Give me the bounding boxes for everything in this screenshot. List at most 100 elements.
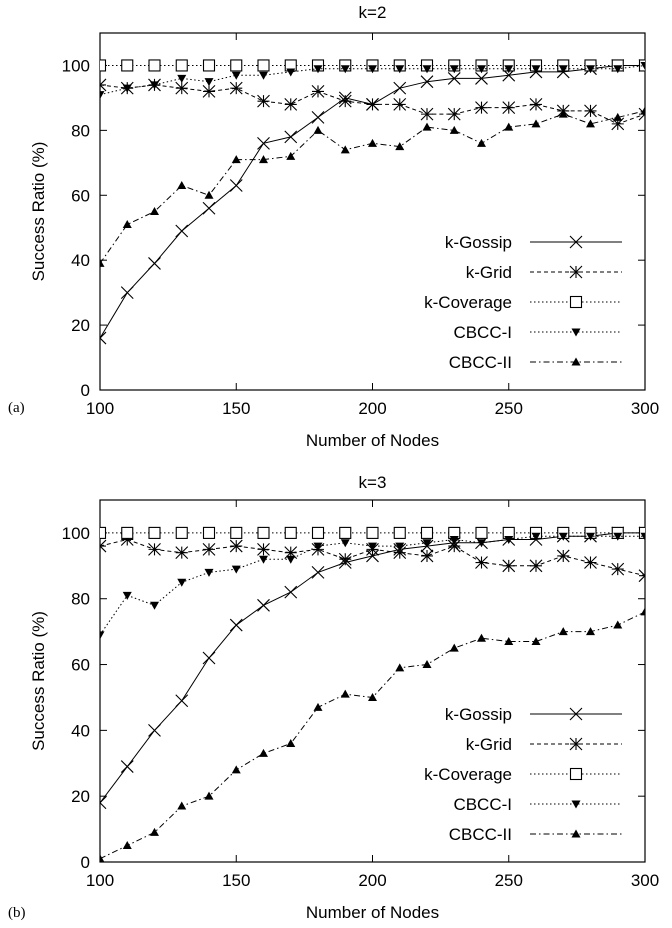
data-point	[449, 643, 459, 652]
legend-marker	[571, 829, 581, 838]
data-point	[313, 542, 323, 551]
data-point	[311, 526, 325, 539]
data-point	[202, 542, 216, 556]
series-cbcc-ii	[100, 607, 645, 862]
data-point	[613, 112, 623, 121]
data-point	[100, 631, 105, 640]
data-point	[422, 660, 432, 669]
x-tick-label: 150	[222, 399, 250, 418]
data-point	[121, 526, 134, 539]
data-point	[284, 585, 298, 599]
series-cbcc-i	[100, 532, 645, 640]
data-point	[366, 98, 379, 111]
data-point	[611, 117, 625, 131]
data-point	[120, 533, 134, 546]
data-point	[502, 101, 516, 115]
data-point	[340, 145, 350, 154]
data-point	[449, 125, 459, 134]
data-point	[122, 841, 132, 850]
data-point	[368, 138, 377, 147]
legend-marker	[571, 800, 581, 809]
data-point	[100, 796, 107, 810]
legend-marker	[571, 357, 581, 366]
data-point	[640, 532, 645, 541]
series-k-gossip	[100, 526, 645, 810]
data-point	[586, 65, 595, 74]
data-point	[366, 549, 379, 563]
legend: k-Gossip k-Grid k-Coverage CBCC-I CBCC-II	[424, 233, 622, 372]
series-k-coverage	[100, 526, 645, 539]
legend-marker	[569, 707, 583, 721]
data-point	[613, 620, 623, 629]
data-point	[177, 74, 187, 83]
series-cbcc-ii	[100, 106, 645, 267]
data-point	[311, 566, 325, 579]
series-k-grid	[100, 78, 645, 131]
x-tick-label: 200	[358, 399, 386, 418]
data-point	[393, 98, 407, 111]
data-point	[338, 94, 352, 108]
data-point	[175, 224, 189, 238]
data-point	[286, 739, 296, 748]
data-point	[259, 71, 268, 80]
y-tick-label: 40	[71, 721, 90, 740]
data-point	[340, 689, 350, 698]
data-point	[202, 59, 216, 72]
data-point	[122, 591, 132, 600]
data-point	[148, 257, 161, 270]
data-point	[447, 72, 461, 85]
data-point	[284, 98, 298, 111]
data-point	[475, 556, 488, 569]
data-point	[257, 59, 270, 72]
data-point	[393, 526, 406, 539]
data-point	[230, 59, 243, 72]
data-point	[420, 549, 434, 563]
data-point	[311, 85, 325, 98]
data-point	[311, 110, 325, 124]
data-point	[477, 65, 486, 74]
data-point	[204, 791, 214, 800]
data-point	[150, 207, 159, 215]
data-point	[230, 526, 243, 539]
legend-label: k-Grid	[466, 735, 512, 754]
data-point	[638, 59, 645, 72]
data-point	[640, 61, 645, 70]
data-point	[640, 106, 645, 115]
data-point	[202, 201, 216, 215]
data-point	[313, 125, 323, 134]
data-point	[449, 65, 459, 74]
x-axis-label: Number of Nodes	[306, 431, 439, 450]
legend-label: CBCC-II	[449, 353, 512, 372]
panel-label: (b)	[8, 905, 26, 921]
data-point	[504, 637, 514, 646]
data-point	[529, 98, 543, 111]
data-point	[204, 190, 214, 199]
data-point	[504, 122, 514, 131]
data-point	[558, 109, 568, 118]
data-point	[338, 552, 352, 566]
legend-label: k-Gossip	[445, 705, 512, 724]
data-point	[422, 539, 432, 548]
chart-title: k=3	[359, 473, 387, 492]
data-point	[257, 94, 270, 108]
data-point	[231, 71, 241, 80]
data-point	[366, 526, 379, 539]
data-point	[313, 65, 323, 74]
data-point	[122, 219, 132, 228]
data-point	[284, 526, 297, 539]
data-point	[229, 539, 243, 553]
y-axis-label: Success Ratio (%)	[29, 142, 48, 282]
data-point	[531, 65, 541, 74]
data-point	[477, 633, 486, 642]
data-point	[148, 526, 161, 539]
data-point	[286, 151, 296, 160]
data-point	[257, 526, 270, 539]
data-point	[420, 75, 434, 89]
data-point	[613, 65, 623, 74]
data-point	[584, 104, 597, 118]
data-point	[257, 136, 270, 150]
data-point	[100, 59, 107, 72]
data-point	[229, 618, 243, 632]
y-tick-label: 0	[81, 381, 90, 400]
data-point	[229, 179, 243, 192]
